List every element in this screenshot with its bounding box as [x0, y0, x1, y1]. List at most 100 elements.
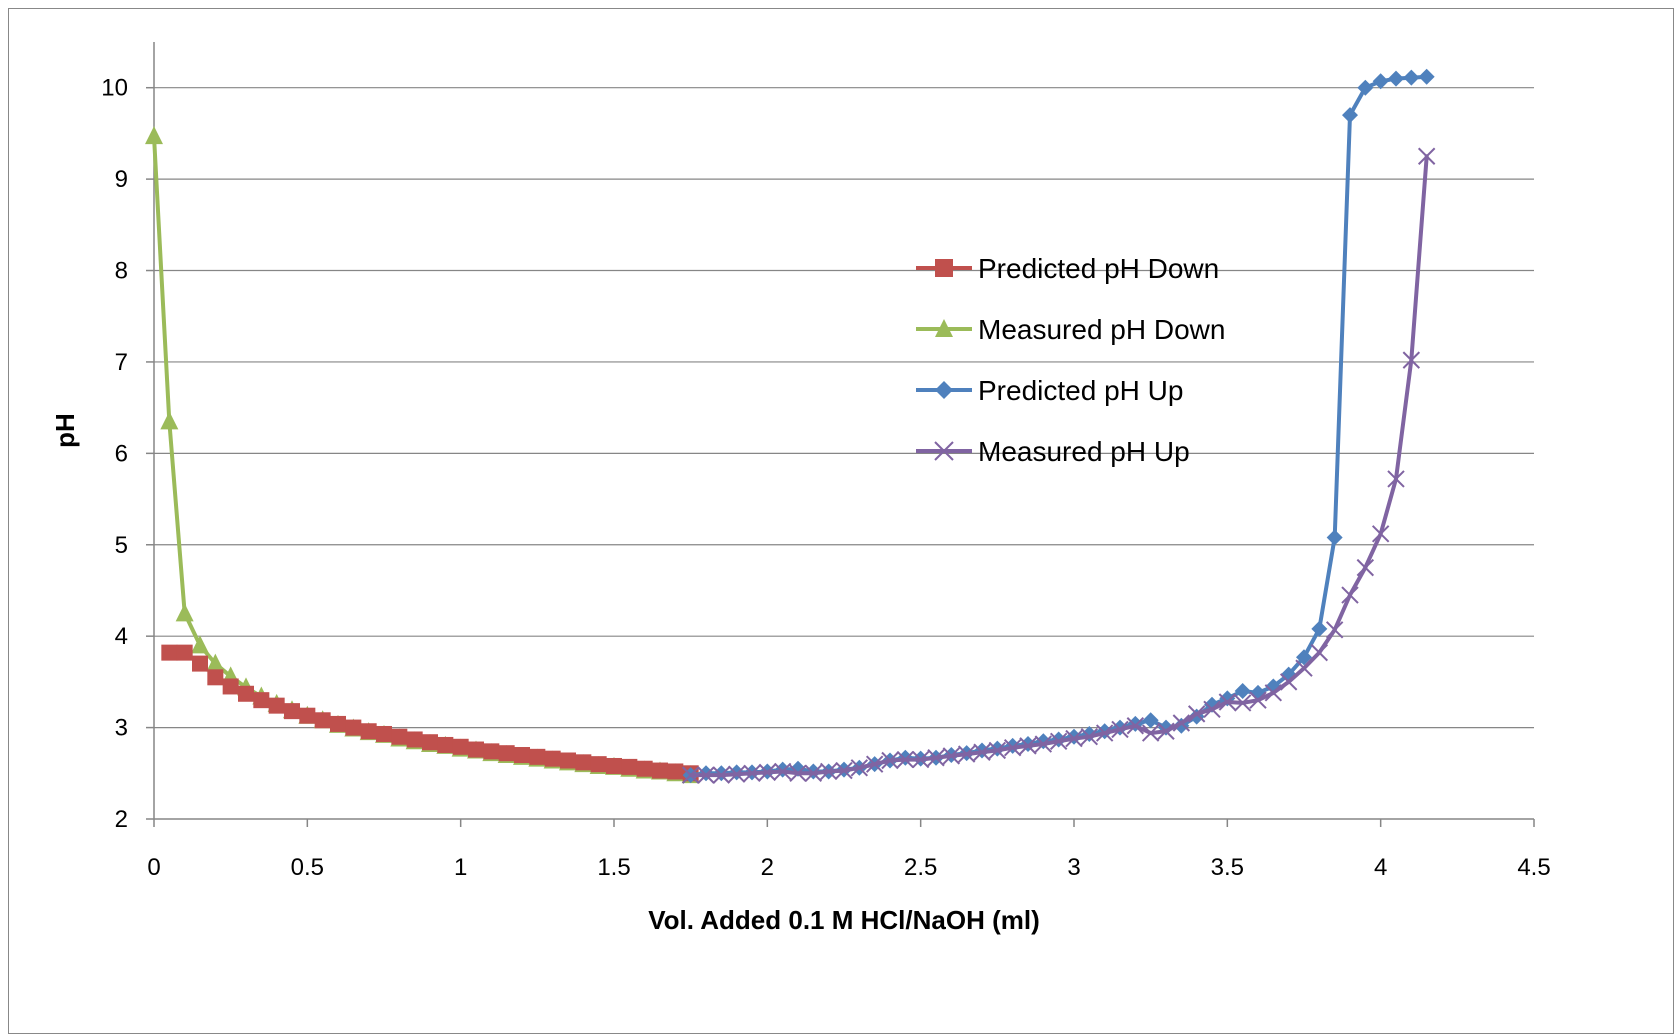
- data-point-x: [835, 761, 853, 780]
- x-tick-label: 3: [1067, 854, 1080, 881]
- data-point-x-stroke: [1126, 717, 1145, 735]
- data-point-x: [1157, 722, 1175, 740]
- data-point-x-stroke: [743, 764, 761, 783]
- data-point-x: [773, 762, 792, 781]
- data-point-square: [284, 703, 300, 720]
- data-point-square: [391, 728, 408, 745]
- data-point-square: [161, 644, 178, 661]
- data-point-diamond: [1372, 73, 1389, 90]
- data-point-square: [192, 655, 208, 672]
- data-point-x-stroke: [1295, 659, 1313, 677]
- data-point-x: [911, 750, 930, 769]
- data-point-square: [376, 725, 392, 742]
- data-point-x-stroke: [1187, 705, 1206, 723]
- data-point-square: [314, 712, 331, 729]
- data-point-x-stroke: [789, 764, 807, 783]
- legend-label: Predicted pH Down: [978, 253, 1219, 284]
- data-point-x: [819, 762, 838, 781]
- data-point-x: [1034, 735, 1053, 753]
- data-point-x-stroke: [1111, 720, 1129, 739]
- data-point-square: [360, 723, 377, 740]
- data-point-x-stroke: [927, 749, 945, 767]
- data-point-diamond: [1326, 529, 1343, 546]
- data-point-diamond: [1388, 70, 1404, 87]
- data-point-x: [934, 441, 954, 461]
- x-axis-title: Vol. Added 0.1 M HCl/NaOH (ml): [648, 905, 1039, 935]
- data-point-x: [712, 766, 731, 784]
- data-point-square: [590, 756, 607, 773]
- data-point-x: [1003, 738, 1022, 757]
- data-point-diamond: [1342, 107, 1358, 124]
- data-point-x-stroke: [1387, 470, 1405, 488]
- data-point-x-stroke: [1080, 728, 1099, 746]
- axes: 2 3 4 5 6 7 8 9 10 0 0.5 1 1.5 2 2.5 3 3.5 4 4.5: [101, 42, 1551, 881]
- data-point-x-stroke: [1402, 351, 1421, 369]
- x-tick-label: 2.5: [904, 854, 937, 881]
- y-tick-label: 7: [115, 349, 128, 376]
- chart: 2 3 4 5 6 7 8 9 10 0 0.5 1 1.5 2 2.5 3 3.5 4 4.5 Predicted…: [8, 8, 1674, 1034]
- data-point-square: [207, 669, 224, 686]
- data-point-x: [804, 764, 823, 783]
- y-tick-label: 5: [115, 532, 128, 559]
- data-point-x: [727, 765, 746, 783]
- data-point-x-stroke: [957, 745, 976, 763]
- data-point-x-stroke: [819, 762, 838, 781]
- x-tick-label: 1: [454, 854, 467, 881]
- data-point-x: [957, 745, 976, 763]
- data-point-x: [1172, 714, 1191, 732]
- data-point-square: [498, 745, 515, 762]
- x-tick-label: 3.5: [1211, 854, 1244, 881]
- gridlines: [154, 87, 1534, 729]
- data-point-x: [1019, 737, 1037, 755]
- data-point-x-stroke: [881, 751, 899, 770]
- data-point-x-stroke: [697, 766, 715, 784]
- data-point-x: [1295, 659, 1313, 677]
- data-point-x: [1095, 724, 1114, 742]
- data-point-x-stroke: [773, 762, 792, 781]
- data-point-diamond: [1311, 620, 1328, 637]
- data-point-x-stroke: [1203, 700, 1221, 719]
- data-point-x: [1310, 643, 1329, 662]
- data-point-square: [606, 757, 622, 774]
- data-point-triangle: [160, 411, 179, 430]
- data-point-triangle: [191, 635, 209, 654]
- data-point-diamond: [1234, 683, 1251, 700]
- legend-label: Measured pH Up: [978, 436, 1190, 467]
- x-tick-label: 4.5: [1517, 854, 1550, 881]
- data-point-x-stroke: [1095, 724, 1114, 742]
- data-point-x-stroke: [973, 743, 991, 761]
- data-point-square: [667, 763, 684, 780]
- data-point-x-stroke: [1233, 694, 1252, 712]
- data-point-x-stroke: [1065, 729, 1083, 748]
- series-predicted-ph-down: [161, 644, 699, 782]
- chart-border: [8, 8, 1674, 1034]
- data-point-triangle: [145, 126, 163, 145]
- data-point-square: [452, 738, 469, 755]
- data-point-x-stroke: [1371, 525, 1390, 543]
- data-point-x: [865, 755, 884, 773]
- data-point-x-stroke: [1003, 738, 1022, 757]
- x-tick-label: 0: [147, 854, 160, 881]
- series-layer: [145, 68, 1436, 784]
- data-point-x: [1402, 351, 1421, 369]
- data-point-x: [1356, 558, 1375, 577]
- data-point-x-stroke: [1279, 673, 1298, 691]
- legend-label: Predicted pH Up: [978, 375, 1183, 406]
- data-point-square: [652, 762, 668, 779]
- data-point-x: [1080, 728, 1099, 746]
- data-point-x-stroke: [896, 750, 915, 769]
- data-point-x-stroke: [712, 766, 731, 784]
- data-point-x-stroke: [1417, 147, 1436, 165]
- data-point-square: [437, 736, 454, 753]
- y-tick-label: 3: [115, 715, 128, 742]
- data-point-diamond: [935, 381, 953, 399]
- data-point-square: [636, 760, 653, 777]
- legend: Predicted pH Down Measured pH Down Predict…: [916, 253, 1225, 467]
- data-point-x: [850, 759, 869, 777]
- series-measured-ph-up: [681, 147, 1436, 784]
- x-tick-label: 0.5: [291, 854, 324, 881]
- data-point-x: [1325, 621, 1344, 639]
- data-point-x: [1187, 705, 1206, 723]
- data-point-x-stroke: [865, 755, 884, 773]
- x-tick-label: 4: [1374, 854, 1387, 881]
